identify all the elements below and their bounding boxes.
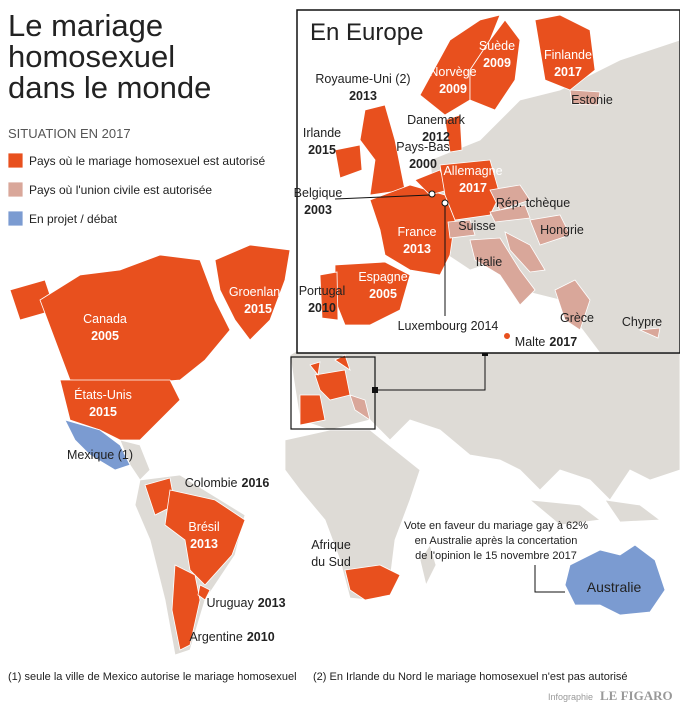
place-name: Groenland: [229, 285, 287, 299]
place-label: Luxembourg 2014: [398, 319, 499, 333]
inset-title: En Europe: [310, 19, 423, 46]
place-year: 2013: [349, 89, 377, 103]
place-year: 2017: [549, 335, 577, 349]
place-year: 2003: [304, 203, 332, 217]
credit-brand: LE FIGARO: [600, 688, 673, 703]
place-name: Australie: [587, 579, 642, 595]
place-year: 2017: [459, 181, 487, 195]
place-year: 2013: [258, 596, 286, 610]
place-name: Allemagne: [443, 164, 502, 178]
place-name: Finlande: [544, 48, 592, 62]
place-name: Irlande: [303, 126, 341, 140]
title-line: Le mariage: [8, 8, 163, 43]
footnote: (1) seule la ville de Mexico autorise le…: [8, 671, 297, 683]
legend-heading: SITUATION EN 2017: [8, 126, 131, 141]
place-year: 2005: [369, 287, 397, 301]
legend-item: En projet / débat: [29, 212, 118, 226]
place-label: Malte 2017: [515, 335, 577, 349]
place-year: 2010: [247, 630, 275, 644]
place-name: Grèce: [560, 311, 594, 325]
place-name: Chypre: [622, 315, 662, 329]
legend: SITUATION EN 2017 Pays où le mariage hom…: [7, 126, 265, 227]
place-name: Uruguay: [206, 596, 254, 610]
europe-inset: En Europe: [296, 9, 680, 354]
place-label: Uruguay 2013: [206, 596, 285, 610]
place-name: Hongrie: [540, 223, 584, 237]
place-name: Suède: [479, 39, 515, 53]
place-name: Colombie: [185, 476, 238, 490]
legend-swatch: [7, 210, 24, 227]
place-name: France: [398, 225, 437, 239]
place-year: 2012: [422, 130, 450, 144]
place-year: 2017: [554, 65, 582, 79]
place-name: Afrique: [311, 538, 351, 552]
title-line: homosexuel: [8, 39, 175, 74]
place-name: Belgique: [294, 186, 343, 200]
place-name: Canada: [83, 312, 127, 326]
footnote: (2) En Irlande du Nord le mariage homose…: [313, 671, 628, 683]
place-name: Pays-Bas: [396, 140, 450, 154]
note-line: Vote en faveur du mariage gay à 62%: [404, 520, 588, 532]
place-name: Malte: [515, 335, 546, 349]
place-year: 2009: [439, 82, 467, 96]
header: Le mariage homosexuel dans le monde: [8, 8, 211, 105]
place-year: 2005: [91, 329, 119, 343]
place-name: Danemark: [407, 113, 465, 127]
place-name: Royaume-Uni (2): [315, 72, 410, 86]
place-year: 2015: [89, 405, 117, 419]
place-name: États-Unis: [74, 387, 132, 402]
place-year: 2000: [409, 157, 437, 171]
place-name: du Sud: [311, 555, 351, 569]
legend-item: Pays où le mariage homosexuel est autori…: [29, 154, 265, 168]
place-name: Luxembourg 2014: [398, 319, 499, 333]
place-name: Italie: [476, 255, 502, 269]
note-line: en Australie après la concertation: [415, 535, 578, 547]
title-line: dans le monde: [8, 70, 211, 105]
place-name: Mexique (1): [67, 448, 133, 462]
place-name: Argentine: [189, 630, 243, 644]
place-year: 2009: [483, 56, 511, 70]
place-name: Espagne: [358, 270, 407, 284]
place-year: 2016: [242, 476, 270, 490]
place-year: 2015: [308, 143, 336, 157]
place-year: 2015: [244, 302, 272, 316]
note-line: de l'opinion le 15 novembre 2017: [415, 550, 577, 562]
legend-swatch: [7, 152, 24, 169]
place-year: 2010: [308, 301, 336, 315]
place-name: Norvège: [429, 65, 476, 79]
place-name: Rép. tchèque: [496, 196, 570, 210]
place-name: Suisse: [458, 219, 496, 233]
footer: (1) seule la ville de Mexico autorise le…: [8, 671, 673, 703]
place-label: Colombie 2016: [185, 476, 270, 490]
place-name: Brésil: [188, 520, 219, 534]
place-label: Argentine 2010: [189, 630, 274, 644]
place-name: Estonie: [571, 93, 613, 107]
credit-label: Infographie: [548, 692, 593, 702]
legend-swatch: [7, 181, 24, 198]
place-name: Portugal: [299, 284, 346, 298]
legend-item: Pays où l'union civile est autorisée: [29, 183, 212, 197]
place-year: 2013: [403, 242, 431, 256]
australia-note: Vote en faveur du mariage gay à 62% en A…: [404, 520, 588, 562]
place-year: 2013: [190, 537, 218, 551]
